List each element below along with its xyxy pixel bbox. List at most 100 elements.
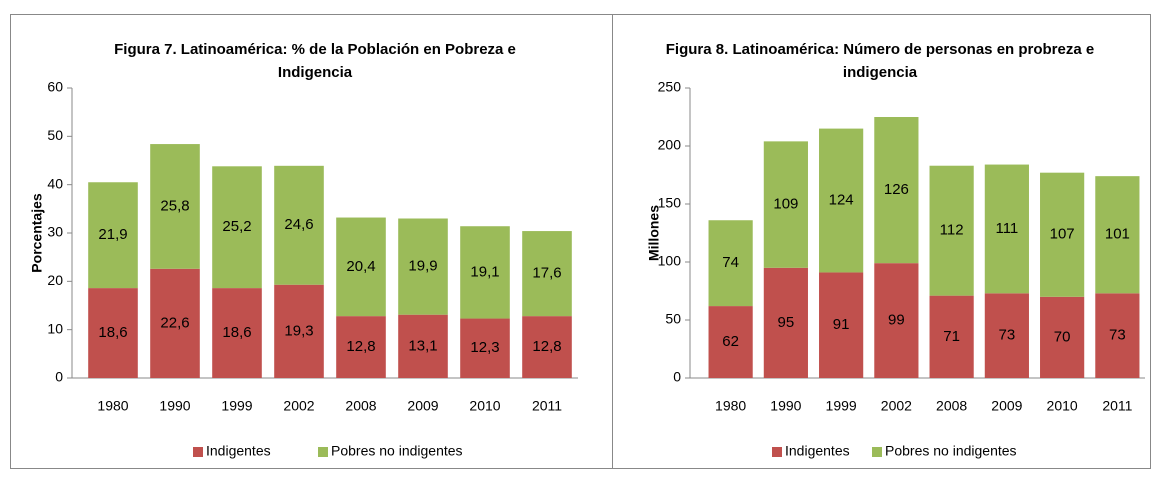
data-label: 124 [829,191,854,208]
bar-segment [522,316,572,378]
y-tick-label: 60 [47,79,63,95]
data-label: 20,4 [346,258,375,275]
bar-segment [212,288,262,378]
bar-segment [819,272,864,378]
legend-swatch [772,447,782,457]
bar-segment [460,226,510,319]
x-tick-label: 1980 [715,398,746,414]
y-tick-label: 20 [47,272,63,288]
y-tick-label: 0 [673,369,681,385]
data-label: 18,6 [98,324,127,341]
y-tick-label: 200 [658,137,682,153]
panel-border [612,14,1151,469]
bar-segment [874,117,919,264]
y-tick-label: 40 [47,175,63,191]
legend-label: Pobres no indigentes [885,443,1017,459]
data-label: 25,2 [222,218,251,235]
data-label: 18,6 [222,324,251,341]
data-label: 19,9 [408,258,437,275]
y-tick-label: 50 [47,127,63,143]
y-tick-label: 30 [47,224,63,240]
data-label: 109 [773,196,798,213]
y-tick-label: 100 [658,253,682,269]
x-tick-label: 2010 [1047,398,1078,414]
bar-segment [929,165,974,296]
data-label: 112 [940,222,964,239]
data-label: 107 [1050,226,1075,243]
x-tick-label: 1980 [97,398,128,414]
y-axis-label: Porcentajes [29,193,45,273]
bar-segment [819,128,864,273]
x-tick-label: 1999 [826,398,857,414]
bar-segment [763,141,808,268]
bar-segment [984,293,1029,378]
bar-segment [336,217,386,317]
data-label: 74 [722,254,739,271]
bar-segment [1040,296,1085,378]
data-label: 62 [722,333,739,350]
data-label: 21,9 [98,226,127,243]
bar-segment [874,263,919,378]
x-tick-label: 2008 [345,398,376,414]
bar-segment [984,164,1029,294]
bar-segment [274,165,324,285]
legend-label: Pobres no indigentes [331,443,463,459]
y-tick-label: 0 [55,369,63,385]
bar-segment [150,268,200,378]
data-label: 95 [778,314,795,331]
legend-label: Indigentes [206,443,271,459]
legend-label: Indigentes [785,443,850,459]
x-tick-label: 2009 [991,398,1022,414]
data-label: 17,6 [532,265,561,282]
y-tick-label: 50 [665,311,681,327]
bar-segment [212,166,262,289]
chart-title: Figura 8. Latinoamérica: Número de perso… [665,41,1095,81]
data-label: 19,1 [470,263,499,280]
data-label: 19,3 [284,322,313,339]
x-tick-label: 2009 [407,398,438,414]
legend-swatch [318,447,328,457]
x-tick-label: 1990 [159,398,190,414]
bar-segment [763,267,808,378]
data-label: 70 [1054,328,1071,345]
data-label: 126 [884,181,909,198]
bar-segment [460,318,510,378]
y-tick-label: 150 [658,195,682,211]
data-label: 99 [888,312,905,329]
bar-segment [708,220,753,307]
data-label: 73 [1109,327,1126,344]
y-tick-label: 10 [47,320,63,336]
bar-segment [398,314,448,378]
data-label: 12,3 [470,339,499,356]
data-label: 12,8 [346,338,375,355]
x-tick-label: 1990 [770,398,801,414]
x-tick-label: 1999 [221,398,252,414]
bar-segment [929,295,974,378]
legend-swatch [193,447,203,457]
bar-segment [88,288,138,378]
x-tick-label: 2002 [881,398,912,414]
x-tick-label: 2002 [283,398,314,414]
y-tick-label: 250 [658,79,682,95]
data-label: 101 [1105,226,1130,243]
data-label: 91 [833,316,850,333]
bar-segment [150,144,200,269]
bar-segment [708,306,753,378]
data-label: 13,1 [408,337,437,354]
bar-segment [522,231,572,317]
data-label: 111 [995,220,1018,237]
x-tick-label: 2010 [469,398,500,414]
x-tick-label: 2008 [936,398,967,414]
y-axis-label: Millones [646,205,662,261]
data-label: 12,8 [532,338,561,355]
x-tick-label: 2011 [1102,398,1132,414]
bar-segment [274,284,324,378]
data-label: 25,8 [160,197,189,214]
bar-segment [1095,176,1140,294]
bar-segment [88,182,138,289]
legend-swatch [872,447,882,457]
data-label: 24,6 [284,216,313,233]
bar-segment [336,316,386,378]
data-label: 73 [999,327,1016,344]
